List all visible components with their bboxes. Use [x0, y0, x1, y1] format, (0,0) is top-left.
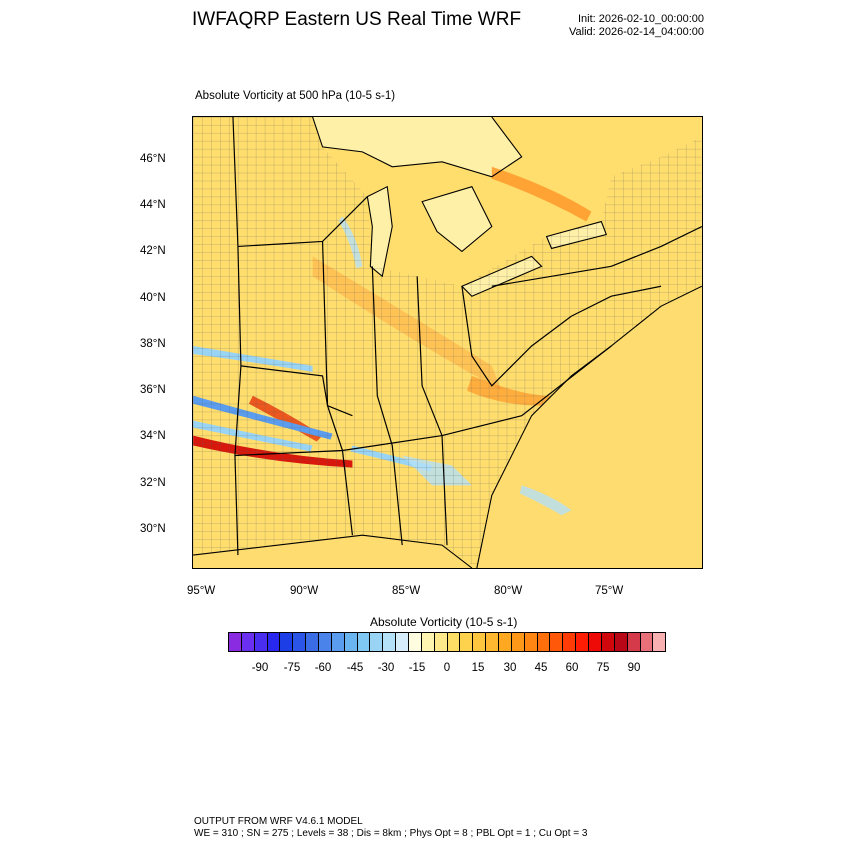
lat-label: 38°N — [140, 338, 166, 350]
colorbar-swatch — [421, 633, 435, 651]
lat-label: 46°N — [140, 153, 166, 165]
coastlines — [193, 117, 702, 568]
colorbar-swatch — [267, 633, 281, 651]
lat-label: 30°N — [140, 523, 166, 535]
colorbar-swatch — [563, 633, 577, 651]
colorbar-swatch — [370, 633, 384, 651]
colorbar-swatch — [434, 633, 448, 651]
lat-label: 40°N — [140, 292, 166, 304]
colorbar-swatch — [486, 633, 500, 651]
colorbar-swatch — [319, 633, 332, 651]
colorbar-label: 15 — [471, 662, 485, 674]
lat-label: 34°N — [140, 430, 166, 442]
colorbar-swatch — [460, 633, 474, 651]
lon-label: 75°W — [595, 585, 624, 597]
colorbar-swatch — [601, 633, 615, 651]
valid-time: Valid: 2026-02-14_04:00:00 — [569, 26, 704, 38]
colorbar-swatch — [550, 633, 564, 651]
model-version: OUTPUT FROM WRF V4.6.1 MODEL — [194, 816, 363, 827]
colorbar-label: 45 — [534, 662, 548, 674]
colorbar-swatch — [614, 633, 628, 651]
colorbar-label: -45 — [346, 662, 364, 674]
county-boundaries — [193, 117, 702, 568]
colorbar-swatch — [293, 633, 307, 651]
colorbar-swatch — [524, 633, 538, 651]
lat-label: 32°N — [140, 477, 166, 489]
colorbar-swatch — [254, 633, 268, 651]
colorbar-swatch — [447, 633, 461, 651]
lake-huron — [422, 186, 492, 252]
lake-superior — [312, 117, 522, 177]
colorbar-swatch — [383, 633, 397, 651]
colorbar-label: -60 — [314, 662, 332, 674]
init-time: Init: 2026-02-10_00:00:00 — [578, 13, 704, 25]
colorbar-label: -30 — [377, 662, 395, 674]
colorbar-swatch — [229, 633, 242, 651]
colorbar-swatch — [627, 633, 641, 651]
lat-label: 44°N — [140, 199, 166, 211]
lon-label: 85°W — [392, 585, 421, 597]
lon-label: 90°W — [290, 585, 319, 597]
lon-label: 95°W — [187, 585, 216, 597]
colorbar-swatch — [589, 633, 602, 651]
colorbar-label: 90 — [627, 662, 641, 674]
colorbar-label: 0 — [443, 662, 451, 674]
plot-subtitle: Absolute Vorticity at 500 hPa (10-5 s-1) — [195, 90, 396, 102]
colorbar-swatch — [576, 633, 590, 651]
model-config: WE = 310 ; SN = 275 ; Levels = 38 ; Dis … — [194, 827, 588, 839]
colorbar-swatch — [537, 633, 551, 651]
colorbar-label: 60 — [565, 662, 579, 674]
colorbar-swatch — [241, 633, 255, 651]
colorbar-swatch — [280, 633, 294, 651]
colorbar-label: 75 — [596, 662, 610, 674]
colorbar-label: -75 — [283, 662, 301, 674]
colorbar — [228, 632, 666, 652]
run-times: Init: 2026-02-10_00:00:00 Valid: 2026-02… — [569, 13, 704, 39]
model-info: OUTPUT FROM WRF V4.6.1 MODEL WE = 310 ; … — [194, 816, 587, 839]
colorbar-swatch — [357, 633, 371, 651]
colorbar-swatch — [499, 633, 512, 651]
colorbar-title: Absolute Vorticity (10-5 s-1) — [370, 615, 518, 629]
state-boundaries — [232, 117, 702, 556]
colorbar-swatch — [511, 633, 525, 651]
colorbar-swatch — [344, 633, 358, 651]
page-title: IWFAQRP Eastern US Real Time WRF — [192, 9, 522, 30]
colorbar-label: -15 — [408, 662, 426, 674]
lat-label: 36°N — [140, 384, 166, 396]
colorbar-label: 30 — [503, 662, 517, 674]
vorticity-map — [192, 116, 703, 569]
colorbar-swatch — [473, 633, 487, 651]
colorbar-swatch — [331, 633, 345, 651]
colorbar-swatch — [653, 633, 666, 651]
colorbar-label: -90 — [251, 662, 269, 674]
lake-michigan — [367, 186, 393, 277]
lat-label: 42°N — [140, 245, 166, 257]
colorbar-swatch — [396, 633, 410, 651]
colorbar-swatch — [409, 633, 422, 651]
colorbar-swatch — [306, 633, 320, 651]
colorbar-swatch — [640, 633, 654, 651]
lon-label: 80°W — [494, 585, 523, 597]
